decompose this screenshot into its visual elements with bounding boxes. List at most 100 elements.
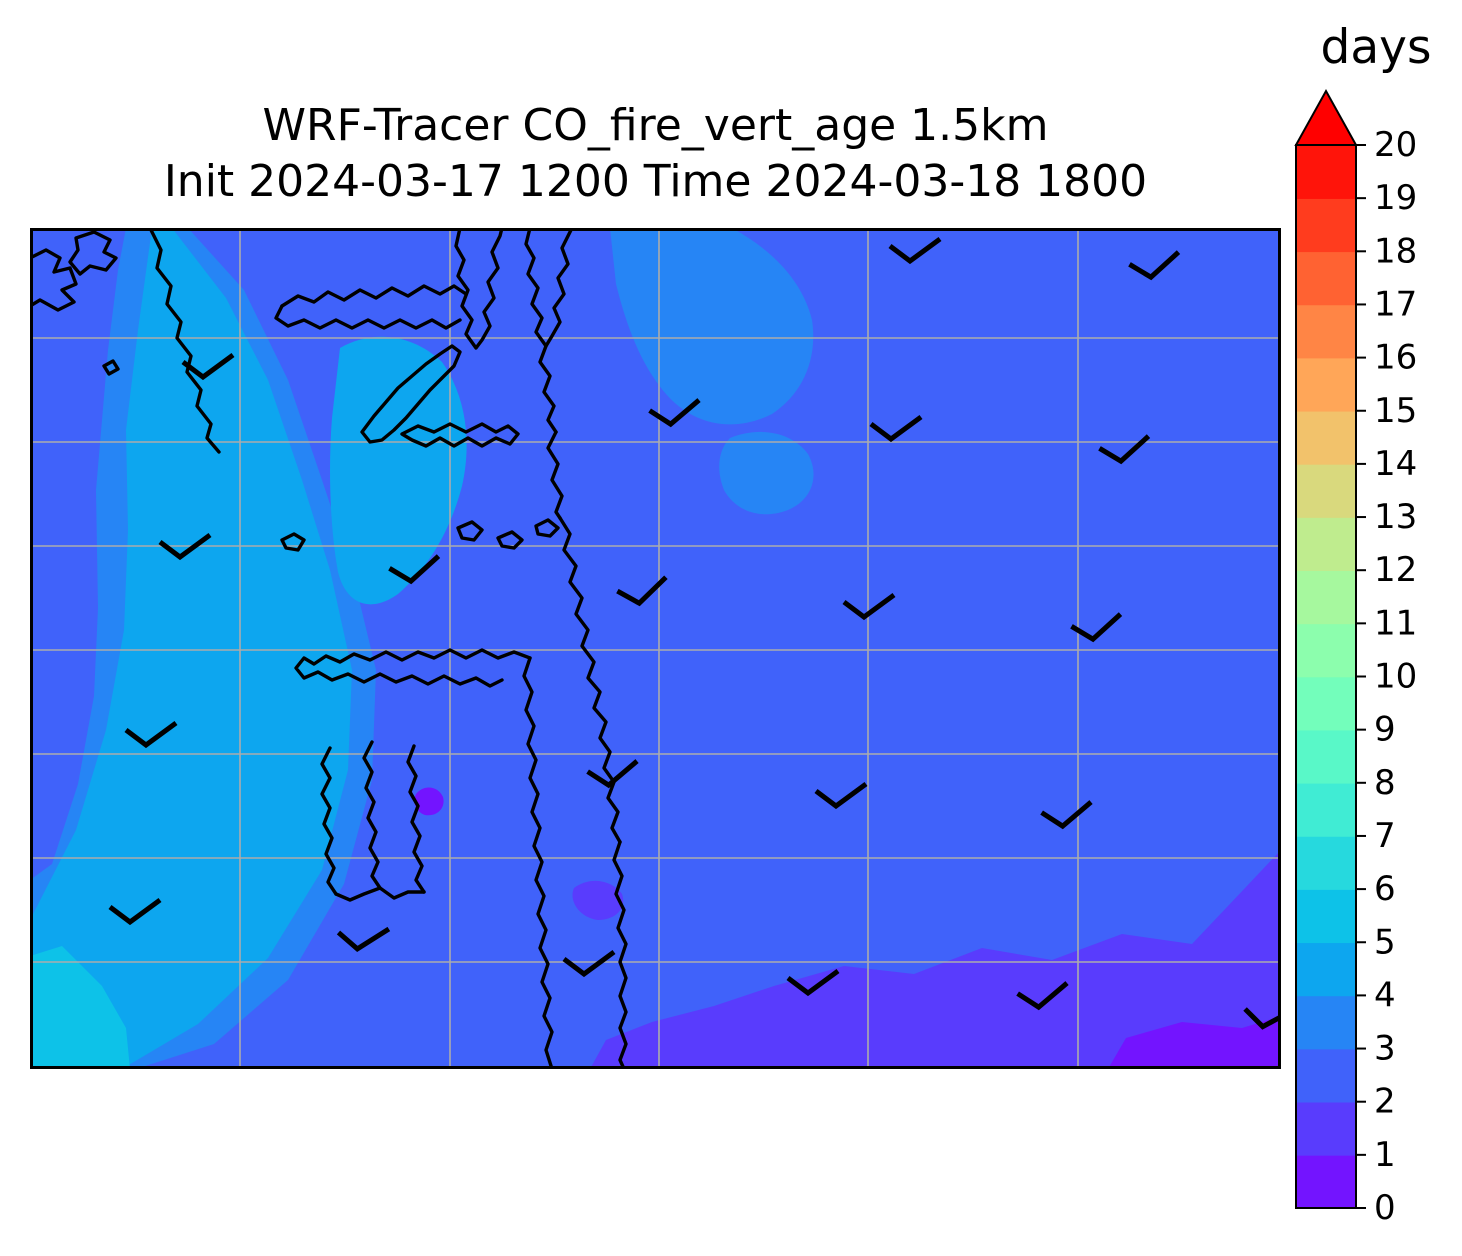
coastline (320, 746, 338, 896)
colorbar-tick-label: 20 (1374, 125, 1417, 165)
wind-barb-glyph (648, 398, 701, 428)
wind-barb (181, 352, 235, 381)
wind-barb-glyph (1016, 981, 1069, 1011)
contour-patch-age-0-1-spot (414, 787, 444, 816)
wind-barb (1070, 612, 1123, 643)
colorbar-tick-label: 19 (1374, 178, 1417, 218)
plot-title: WRF-Tracer CO_fire_vert_age 1.5km Init 2… (30, 98, 1281, 211)
colorbar-segment (1296, 145, 1356, 199)
colorbar-tick-label: 13 (1374, 497, 1417, 537)
wind-barb-glyph (869, 414, 923, 443)
wind-barb (1098, 434, 1151, 465)
coastline (102, 359, 120, 376)
wind-barb (616, 575, 668, 607)
wind-barb (888, 236, 942, 265)
coastline (534, 518, 560, 538)
coastline (496, 530, 524, 550)
contour-patch-age-1-2-spot (572, 880, 624, 920)
wind-barb (562, 949, 616, 978)
wind-barb (814, 781, 868, 810)
coastline (30, 248, 78, 312)
colorbar-tick-label: 4 (1374, 975, 1396, 1015)
contour-patch-age-4-5-strait-blob (330, 336, 467, 605)
colorbar-tick-label: 0 (1374, 1188, 1396, 1228)
coastline (362, 740, 382, 890)
coastline (538, 344, 558, 434)
coastline (400, 422, 520, 448)
colorbar-segment (1296, 463, 1356, 518)
colorbar-segment (1296, 942, 1356, 997)
coastline (454, 228, 504, 350)
colorbar-tick-label: 14 (1374, 444, 1417, 484)
colorbar-segment (1296, 729, 1356, 784)
wind-barb-glyph (616, 575, 668, 607)
colorbar-segment (1296, 889, 1356, 944)
colorbar-tick-label: 15 (1374, 391, 1417, 431)
colorbar-tick-label: 9 (1374, 710, 1396, 750)
colorbar-segment (1296, 410, 1356, 465)
wind-barb (1040, 800, 1093, 830)
colorbar-tick-label: 12 (1374, 550, 1417, 590)
colorbar-tick-label: 18 (1374, 231, 1417, 271)
colorbar-segment (1296, 1154, 1356, 1209)
wind-barb (842, 592, 896, 621)
map-plot-area (30, 228, 1281, 1069)
wind-barb-glyph (1098, 434, 1151, 465)
colorbar-segment (1296, 1048, 1356, 1103)
wind-barb (1128, 250, 1181, 281)
coastline (294, 648, 532, 688)
wind-barb-glyph (888, 236, 942, 265)
wind-barb-glyph (586, 759, 639, 789)
coastline (280, 532, 306, 552)
wind-barb-glyph (1070, 612, 1123, 643)
wind-barb (388, 554, 441, 585)
colorbar-segment (1296, 357, 1356, 412)
plot-title-line2: Init 2024-03-17 1200 Time 2024-03-18 180… (163, 156, 1148, 208)
colorbar-units-label: days (1320, 20, 1432, 75)
wind-barb-glyph (1040, 800, 1093, 830)
wind-barb-glyph (842, 592, 896, 621)
colorbar-tick-label: 1 (1374, 1135, 1396, 1175)
wind-barb (869, 414, 923, 443)
wind-barb-glyph (158, 532, 212, 561)
colorbar-segment (1296, 517, 1356, 571)
wind-barb-glyph (786, 968, 840, 997)
wind-barb-glyph (181, 352, 235, 381)
colorbar-segment (1296, 1101, 1356, 1156)
wind-barb (124, 720, 178, 749)
coastline (522, 656, 554, 1069)
colorbar-segment (1296, 623, 1356, 678)
colorbar-tick-label: 16 (1374, 338, 1417, 378)
wind-barb (108, 897, 162, 926)
map-border (30, 228, 1281, 1069)
wind-barb (648, 398, 701, 428)
coastline (280, 284, 468, 308)
wind-barb-glyph (124, 720, 178, 749)
wind-barb (336, 926, 391, 952)
colorbar-tick-label: 6 (1374, 869, 1396, 909)
coastline (558, 516, 622, 844)
contour-patch-age-1-2-southeast (590, 850, 1281, 1069)
contour-patch-age-0-1-corner (1108, 1016, 1281, 1069)
colorbar-tick-label: 3 (1374, 1029, 1396, 1069)
colorbar-tick-label: 11 (1374, 603, 1417, 643)
wind-barb-glyph (1243, 1006, 1281, 1030)
wind-barb (1016, 981, 1069, 1011)
wind-barb (158, 532, 212, 561)
colorbar-tick-label: 7 (1374, 816, 1396, 856)
coastline (148, 228, 221, 454)
contour-patch-age-5-6-corner (30, 946, 130, 1069)
colorbar-segment (1296, 570, 1356, 625)
colorbar-tick-label: 10 (1374, 657, 1417, 697)
colorbar-segment (1296, 251, 1356, 306)
colorbar-segment (1296, 198, 1356, 253)
wind-barb (1243, 1006, 1281, 1030)
coastline (612, 840, 628, 1069)
wind-barb (586, 759, 639, 789)
coastline (406, 744, 426, 894)
contour-patch-age-3-4-north-patch-2 (719, 431, 814, 515)
coastline (456, 520, 484, 542)
coastline (274, 304, 462, 330)
wind-barb-glyph (108, 897, 162, 926)
colorbar-segment (1296, 304, 1356, 359)
